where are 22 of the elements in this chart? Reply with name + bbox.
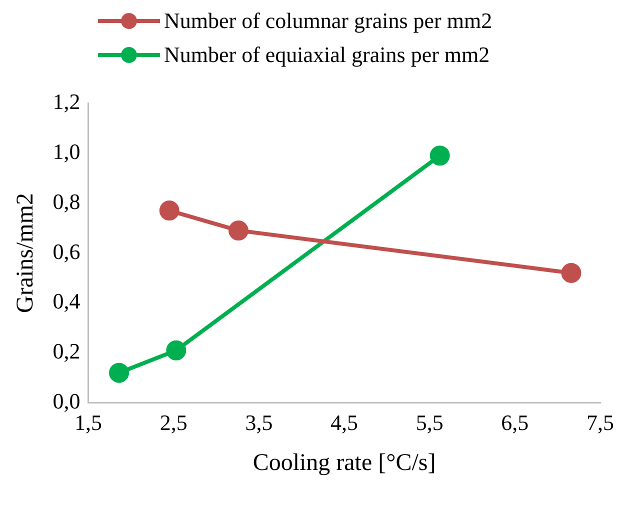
legend-label: Number of equiaxial grains per mm2 bbox=[164, 42, 490, 68]
y-tick-label: 1,2 bbox=[52, 88, 80, 114]
y-tick-label: 0,8 bbox=[52, 188, 80, 214]
x-axis-title: Cooling rate [°C/s] bbox=[252, 450, 436, 476]
x-tick-label: 3,5 bbox=[245, 410, 273, 435]
y-tick-label: 0,6 bbox=[52, 238, 80, 264]
x-tick-label: 4,5 bbox=[330, 410, 358, 435]
point bbox=[561, 262, 582, 283]
point bbox=[159, 200, 180, 221]
x-tick-label: 6,5 bbox=[501, 410, 529, 435]
point bbox=[228, 220, 248, 241]
y-axis-title: Grains/mm2 bbox=[12, 193, 39, 313]
x-tick-label: 2,5 bbox=[160, 410, 188, 435]
y-tick-label: 0,2 bbox=[52, 338, 80, 364]
y-tick-label: 0,4 bbox=[52, 288, 80, 314]
legend-label: Number of columnar grains per mm2 bbox=[164, 8, 492, 34]
point bbox=[109, 362, 130, 383]
x-tick-label: 7,5 bbox=[586, 410, 614, 435]
point bbox=[430, 146, 450, 166]
y-tick-label: 1,0 bbox=[52, 138, 80, 164]
x-tick-label: 5,5 bbox=[416, 410, 444, 435]
point bbox=[166, 340, 186, 360]
